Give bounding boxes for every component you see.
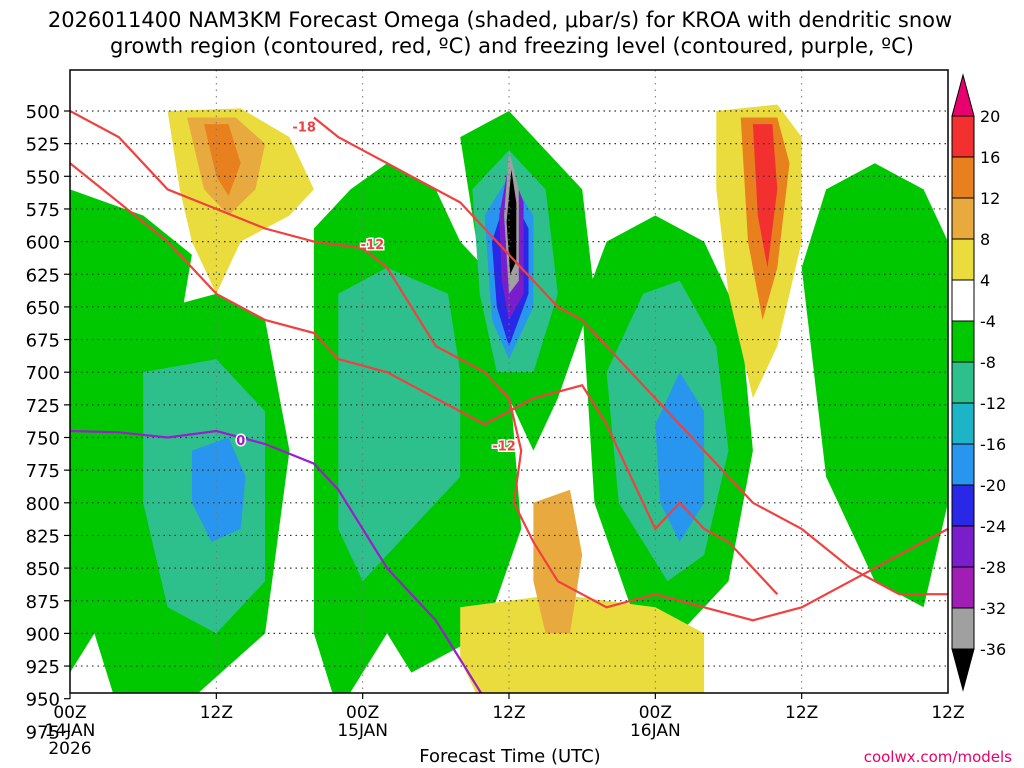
colorbar-label-10: -24 [980,517,1006,536]
colorbar-label-13: -36 [980,640,1006,659]
y-tick-label-19: 975 [26,722,60,743]
omega-shade-21 [752,124,778,268]
y-tick-label-13: 825 [26,526,60,547]
chart-title-line1: 2026011400 NAM3KM Forecast Omega (shaded… [48,8,952,32]
colorbar-segment-2 [951,156,975,199]
colorbar-segment-3 [951,197,975,240]
colorbar-segment-9 [951,443,975,486]
colorbar-label-5: -4 [980,312,996,331]
colorbar-label-6: -8 [980,353,996,372]
y-tick-label-2: 550 [26,167,60,188]
omega-shade-15 [506,169,517,275]
y-tick-label-7: 675 [26,331,60,352]
y-tick-label-1: 525 [26,135,60,156]
omega-shade-3 [191,437,246,542]
y-tick-label-5: 625 [26,265,60,286]
y-tick-label-15: 875 [26,592,60,613]
contour-1 [70,110,948,622]
omega-shade-22 [801,163,948,608]
y-tick-label-4: 600 [26,233,60,254]
colorbar-segment-7 [951,361,975,404]
y-tick-label-16: 900 [26,624,60,645]
omega-shade-6 [204,124,241,196]
contour-label-0: -18 [292,121,316,136]
plot-area: -18 -12 -12 0 [70,70,948,693]
x-axis-label: Forecast Time (UTC) [419,746,600,767]
colorbar-label-9: -20 [980,476,1006,495]
colorbar-label-8: -16 [980,435,1006,454]
omega-shade-23 [460,594,705,693]
colorbar-segment-10 [951,484,975,527]
credit-text: coolwx.com/models [864,748,1012,766]
x-tick-label-5-0: 12Z [785,703,818,723]
colorbar-segment-13 [951,607,975,650]
y-tick-label-3: 575 [26,200,60,221]
x-tick-label-2-1: 15JAN [337,721,388,741]
colorbar-segment-6 [951,320,975,363]
colorbar-label-4: 4 [980,271,990,290]
contour-label-1: -12 [361,238,385,253]
colorbar-segment-0 [951,73,975,117]
contour-3 [70,429,483,693]
chart-title-line2: growth region (contoured, red, ºC) and f… [110,34,914,58]
colorbar-segment-4 [951,238,975,281]
omega-shade-0 [70,189,192,673]
colorbar-label-1: 16 [980,148,1000,167]
x-tick-label-0-0: 00Z [53,703,86,723]
omega-shade-24 [533,489,583,634]
x-tick-label-2-0: 00Z [346,703,379,723]
x-tick-label-0-1: 14JAN [45,721,96,741]
y-tick-label-12: 800 [26,494,60,515]
y-tick-label-0: 500 [26,102,60,123]
y-tick-label-11: 775 [26,461,60,482]
y-tick-label-10: 750 [26,429,60,450]
x-tick-label-4-0: 00Z [639,703,672,723]
colorbar-label-11: -28 [980,558,1006,577]
colorbar-label-12: -32 [980,599,1006,618]
colorbar-label-3: 8 [980,230,990,249]
omega-shade-18 [655,372,705,542]
colorbar-segment-1 [951,115,975,158]
y-tick-label-14: 850 [26,559,60,580]
colorbar-label-7: -12 [980,394,1006,413]
y-tick-label-18: 950 [26,690,60,711]
contour-0 [70,162,779,595]
contour-label-2: -12 [492,439,516,454]
colorbar-label-2: 12 [980,189,1000,208]
colorbar-segment-5 [951,279,975,322]
colorbar-segment-11 [951,525,975,568]
x-tick-label-4-1: 16JAN [630,721,681,741]
contour-2 [313,116,948,596]
colorbar-segment-14 [951,648,975,692]
colorbar-label-0: 20 [980,107,1000,126]
y-tick-label-17: 925 [26,657,60,678]
x-tick-label-end: 12Z [931,703,964,723]
y-tick-label-9: 725 [26,396,60,417]
contour-label-3: 0 [236,434,245,449]
omega-shade-8 [338,267,461,582]
colorbar-segment-12 [951,566,975,609]
colorbar-segment-8 [951,402,975,445]
x-tick-label-3-0: 12Z [492,703,525,723]
x-tick-label-0-2: 2026 [48,739,91,759]
y-tick-label-8: 700 [26,363,60,384]
x-tick-label-1-0: 12Z [200,703,233,723]
y-tick-label-6: 650 [26,298,60,319]
